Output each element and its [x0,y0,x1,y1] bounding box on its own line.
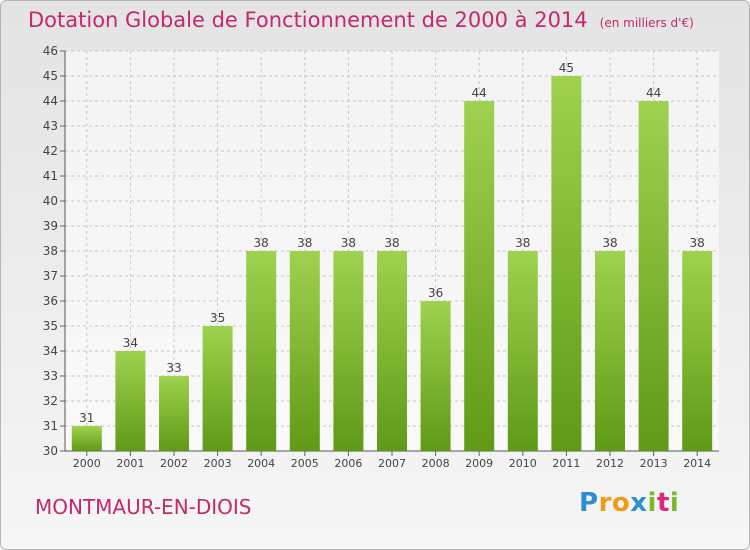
logo-letter: o [611,488,631,518]
x-tick-label: 2002 [160,457,188,470]
data-label: 38 [602,236,617,250]
logo-letter: t [656,488,670,518]
logo-letter: r [598,488,612,518]
x-tick-label: 2014 [683,457,711,470]
bar [595,251,625,451]
y-tick-label: 32 [43,394,58,408]
x-tick-label: 2009 [465,457,493,470]
bar [507,251,538,451]
x-tick-label: 2006 [334,457,362,470]
data-label: 38 [515,236,530,250]
y-tick-label: 42 [43,144,58,158]
data-label: 44 [472,86,487,100]
logo-letter: i [669,488,680,518]
bars [71,76,713,451]
data-label: 38 [690,236,705,250]
x-tick-label: 2010 [509,457,537,470]
y-tick-label: 44 [43,94,58,108]
commune-name: MONTMAUR-EN-DIOIS [35,495,252,519]
chart-subtitle: (en milliers d'€) [599,16,694,30]
bar [289,251,320,451]
y-tick-label: 46 [43,44,58,58]
y-tick-label: 31 [43,419,58,433]
data-label: 38 [341,236,356,250]
labels: 30 31 32 33 34 35 36 37 38 39 40 41 42 43 44 45 46 31 2000… [43,44,711,470]
x-tick-label: 2003 [204,457,232,470]
chart-title-block: Dotation Globale de Fonctionnement de 20… [28,8,694,32]
bar [464,101,495,451]
bar [202,326,233,451]
y-tick-label: 34 [43,344,58,358]
y-tick-label: 40 [43,194,58,208]
bar [333,251,364,451]
x-tick-label: 2011 [552,457,580,470]
x-tick-label: 2012 [596,457,624,470]
y-tick-label: 38 [43,244,58,258]
x-tick-label: 2005 [291,457,319,470]
y-tick-label: 41 [43,169,58,183]
data-label: 38 [297,236,312,250]
data-label: 31 [79,411,94,425]
bar [420,301,451,451]
bar [377,251,407,451]
bar [682,251,713,451]
logo-letter: x [630,488,648,518]
y-tick-label: 30 [43,444,58,458]
x-tick-label: 2000 [73,457,101,470]
data-label: 38 [254,236,269,250]
data-label: 36 [428,286,443,300]
x-tick-label: 2007 [378,457,406,470]
bar [159,376,189,451]
data-label: 45 [559,61,574,75]
chart-title: Dotation Globale de Fonctionnement de 20… [28,8,588,32]
data-label: 33 [166,361,181,375]
x-tick-label: 2013 [640,457,668,470]
logo-letter: i [647,488,657,518]
bar [115,351,146,451]
y-tick-label: 39 [43,219,58,233]
y-tick-label: 37 [43,269,58,283]
x-tick-label: 2004 [247,457,275,470]
bar [246,251,277,451]
x-tick-label: 2008 [422,457,450,470]
logo-letter: P [579,488,599,518]
data-label: 35 [210,311,225,325]
bar [551,76,582,451]
data-label: 34 [123,336,138,350]
y-tick-label: 33 [43,369,58,383]
proxiti-logo: Proxiti [579,488,679,518]
x-tick-label: 2001 [116,457,144,470]
data-label: 38 [384,236,399,250]
y-tick-label: 36 [43,294,58,308]
y-tick-label: 43 [43,119,58,133]
data-label: 44 [646,86,661,100]
bar [638,101,669,451]
y-tick-label: 35 [43,319,58,333]
y-tick-label: 45 [43,69,58,83]
bar [71,426,102,451]
